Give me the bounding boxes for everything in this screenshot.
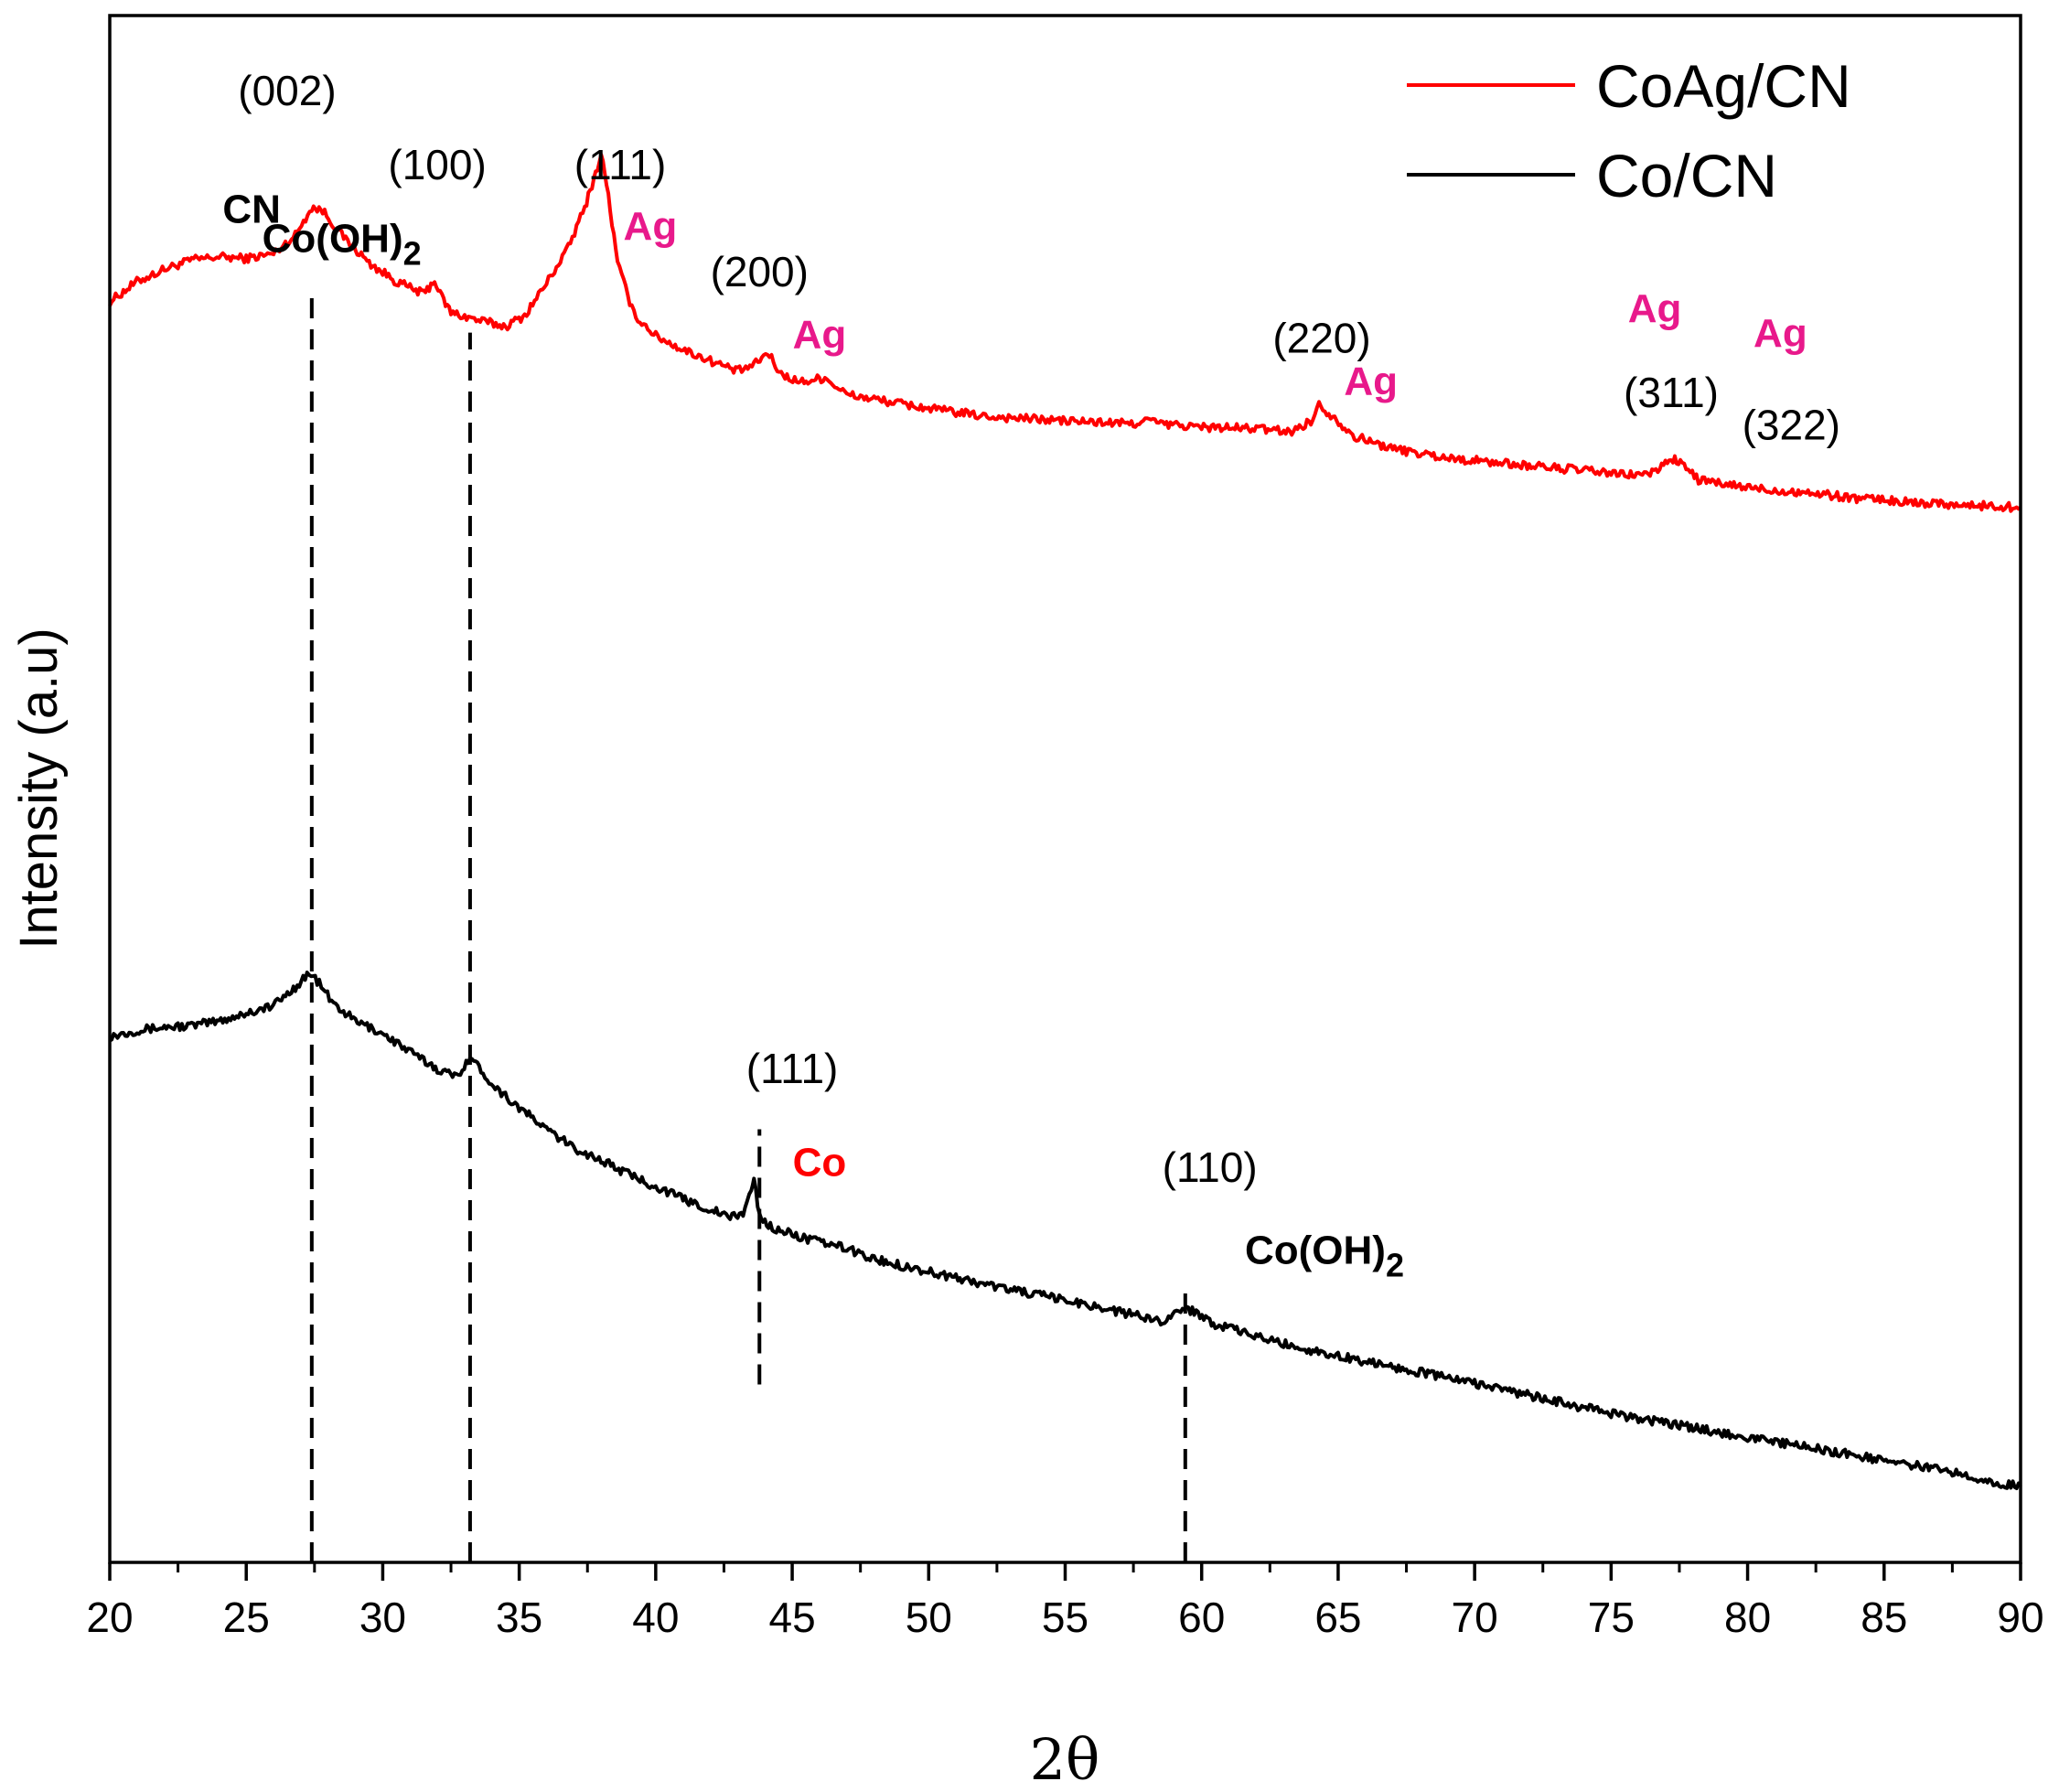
legend-label-coag: CoAg/CN (1596, 52, 1851, 120)
annotation-hkl-11: (311) (1624, 369, 1719, 416)
y-axis-title: Intensity (a.u) (9, 628, 69, 949)
x-tick-label-60: 60 (1178, 1593, 1225, 1641)
annotation-phase-5: Ag (624, 204, 678, 249)
peak-annotations: (002)CN(100)Co(OH)2(111)Ag(200)Ag (220)Ag… (222, 67, 1840, 1284)
annotation-phase-15: Co (793, 1140, 847, 1185)
x-tick-label-20: 20 (86, 1593, 133, 1641)
legend: CoAg/CN Co/CN (1407, 52, 1851, 209)
plot-area (108, 152, 2022, 1562)
annotation-phase-3: Co(OH)2 (263, 217, 422, 273)
x-tick-label-40: 40 (632, 1593, 679, 1641)
annotation-phase-10: Ag (1628, 286, 1682, 331)
annotation-hkl-14: (111) (746, 1045, 839, 1092)
annotation-phase-9: Ag (1344, 359, 1398, 403)
annotation-hkl-0: (002) (238, 67, 336, 114)
x-tick-label-90: 90 (1997, 1593, 2043, 1641)
annotation-phase-1: CN (222, 188, 281, 232)
annotation-hkl-4: (111) (574, 141, 667, 188)
x-tick-label-85: 85 (1861, 1593, 1907, 1641)
annotation-hkl-2: (100) (388, 141, 486, 188)
x-tick-label-55: 55 (1042, 1593, 1088, 1641)
x-tick-label-35: 35 (496, 1593, 542, 1641)
x-axis-ticks: 20 25 30 35 40 45 50 55 60 65 70 75 80 85 90 (86, 1562, 2044, 1641)
x-tick-label-50: 50 (906, 1593, 952, 1641)
x-tick-label-25: 25 (223, 1593, 270, 1641)
annotation-hkl-8: (220) (1272, 315, 1370, 362)
x-tick-label-45: 45 (768, 1593, 815, 1641)
x-tick-label-65: 65 (1314, 1593, 1361, 1641)
annotation-hkl-13: (322) (1743, 401, 1840, 448)
annotation-phase-7: Ag (793, 313, 847, 358)
x-tick-label-75: 75 (1588, 1593, 1635, 1641)
annotation-hkl-16: (110) (1163, 1143, 1258, 1191)
series-line-coag-cn (108, 152, 2022, 513)
annotation-phase-17: Co(OH)2 (1245, 1229, 1404, 1284)
x-tick-label-30: 30 (359, 1593, 406, 1641)
x-tick-label-80: 80 (1724, 1593, 1771, 1641)
annotation-phase-12: Ag (1753, 311, 1807, 356)
legend-label-co: Co/CN (1596, 142, 1777, 209)
x-tick-label-70: 70 (1452, 1593, 1498, 1641)
x-axis-title: 2θ (1030, 1726, 1100, 1792)
series-line-co-cn (109, 971, 2022, 1490)
annotation-hkl-6: (200) (711, 248, 809, 295)
